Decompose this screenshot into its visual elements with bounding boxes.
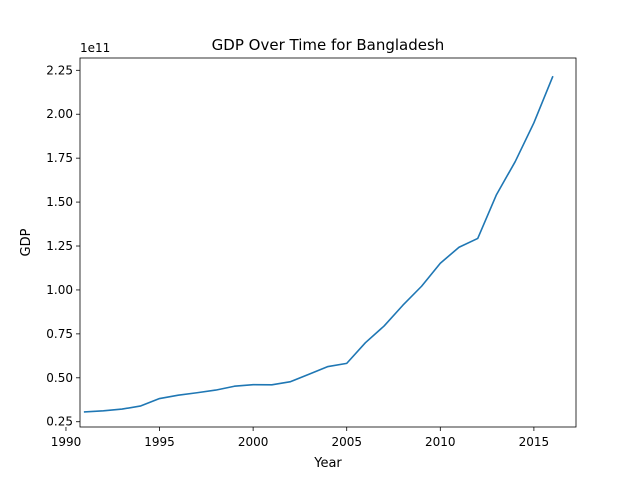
y-axis-label: GDP — [19, 228, 34, 256]
y-tick-label: 2.25 — [46, 63, 73, 77]
x-axis-label: Year — [313, 456, 342, 471]
y-axis-offset-label: 1e11 — [80, 41, 110, 55]
y-tick-label: 0.25 — [46, 415, 73, 429]
x-tick-label: 2005 — [331, 435, 362, 449]
series-group — [83, 75, 554, 413]
x-tick-label: 2000 — [238, 435, 269, 449]
y-tick-label: 1.75 — [46, 151, 73, 165]
plot-frame — [79, 57, 577, 428]
y-tick-label: 1.50 — [46, 195, 73, 209]
x-tick-label: 1990 — [51, 435, 82, 449]
y-tick-label: 0.50 — [46, 371, 73, 385]
chart-title: GDP Over Time for Bangladesh — [212, 36, 445, 54]
y-tick-label: 1.00 — [46, 283, 73, 297]
x-tick-label: 1995 — [144, 435, 175, 449]
x-axis-ticks: 1990 1995 2000 2005 2010 2015 — [51, 427, 549, 449]
plot-area — [80, 58, 576, 427]
gdp-series-line — [83, 75, 554, 413]
y-tick-label: 2.00 — [46, 107, 73, 121]
y-tick-label: 1.25 — [46, 239, 73, 253]
y-axis-ticks: 0.25 0.50 0.75 1.00 1.25 1.50 1.75 2.00 2.25 — [46, 63, 80, 429]
y-tick-label: 0.75 — [46, 327, 73, 341]
x-tick-label: 2010 — [425, 435, 456, 449]
x-tick-label: 2015 — [519, 435, 550, 449]
